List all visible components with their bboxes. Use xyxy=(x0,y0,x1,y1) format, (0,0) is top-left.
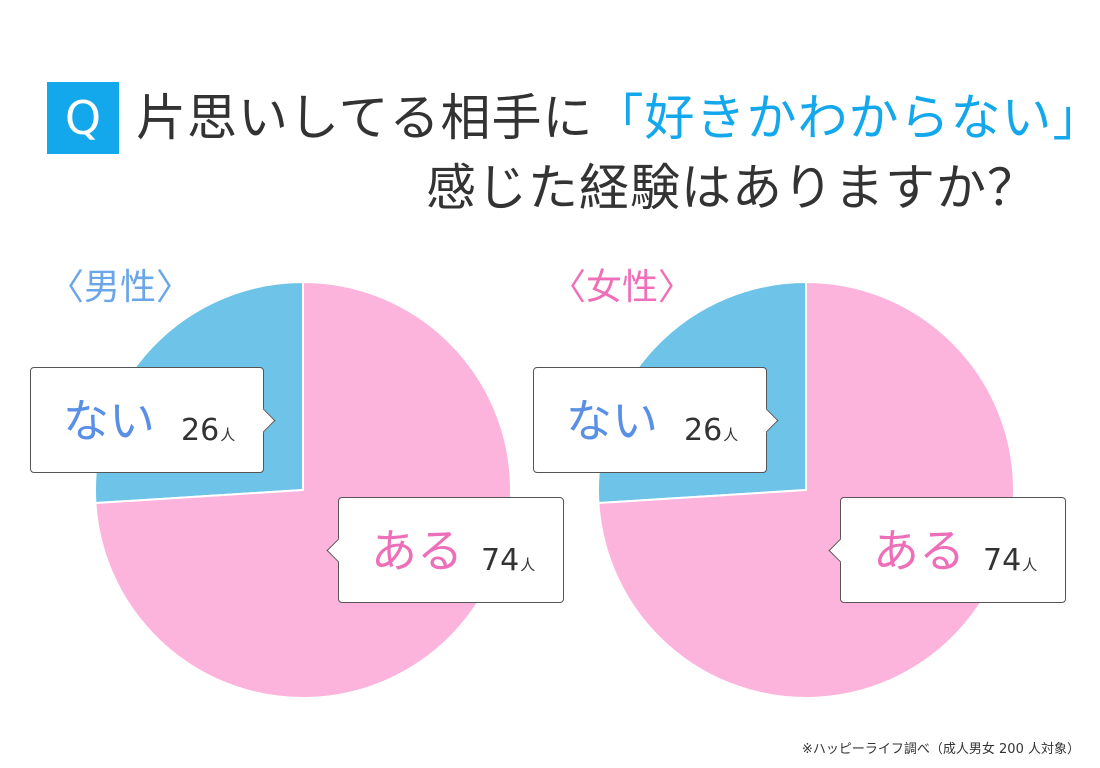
callout-female-aru: ある 74人 xyxy=(828,497,1066,603)
callout-female-nai: ない 26人 xyxy=(533,367,779,473)
chart-title-male: 〈男性〉 xyxy=(48,267,193,308)
data-unit: 人 xyxy=(220,426,236,444)
chart-title-female: 〈女性〉 xyxy=(550,267,695,308)
data-label-nai: ない xyxy=(566,394,658,448)
question-badge: Q xyxy=(47,82,119,154)
footnote: ※ハッピーライフ調べ（成人男女 200 人対象） xyxy=(802,742,1080,757)
data-label-aru: ある xyxy=(371,524,463,578)
question-title-pre: 片思いしてる相手に xyxy=(136,89,594,147)
data-unit: 人 xyxy=(1022,556,1038,574)
question-title-line1: 片思いしてる相手に「好きかわからない」と xyxy=(136,82,1100,154)
data-value-nai: 26人 xyxy=(684,413,739,448)
data-label-aru: ある xyxy=(873,524,965,578)
data-value-aru: 74人 xyxy=(481,543,536,578)
callout-male-nai: ない 26人 xyxy=(30,367,276,473)
data-label-nai: ない xyxy=(63,394,155,448)
question-title-line2: 感じた経験はありますか？ xyxy=(426,159,1038,217)
data-value-aru: 74人 xyxy=(983,543,1038,578)
callout-male-aru: ある 74人 xyxy=(326,497,564,603)
data-unit: 人 xyxy=(520,556,536,574)
question-title-highlight: 「好きかわからない」 xyxy=(593,89,1100,147)
data-unit: 人 xyxy=(723,426,739,444)
data-value-nai: 26人 xyxy=(181,413,236,448)
